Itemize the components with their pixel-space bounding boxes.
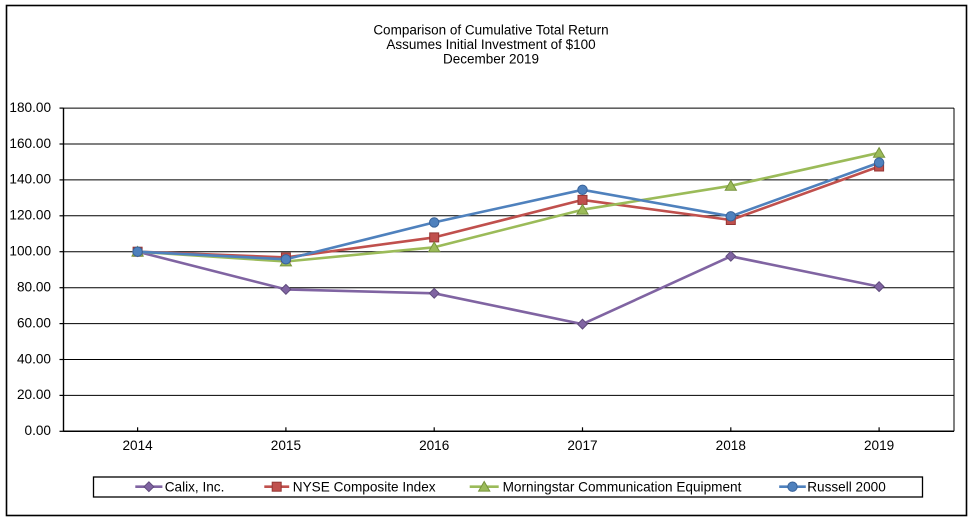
svg-text:Comparison of Cumulative Total: Comparison of Cumulative Total Return [373,23,608,38]
svg-text:160.00: 160.00 [9,136,51,151]
svg-text:Morningstar Communication Equi: Morningstar Communication Equipment [503,479,742,494]
svg-text:80.00: 80.00 [17,280,51,295]
svg-text:Russell 2000: Russell 2000 [807,479,886,494]
svg-text:December 2019: December 2019 [443,52,539,67]
svg-text:0.00: 0.00 [25,423,52,438]
svg-text:100.00: 100.00 [9,244,51,259]
svg-text:120.00: 120.00 [9,208,51,223]
svg-text:2018: 2018 [716,438,746,453]
svg-text:2017: 2017 [567,438,597,453]
svg-text:Assumes Initial Investment of: Assumes Initial Investment of $100 [386,37,595,52]
svg-text:180.00: 180.00 [9,100,51,115]
svg-text:40.00: 40.00 [17,351,51,366]
svg-text:2016: 2016 [419,438,449,453]
svg-text:Calix, Inc.: Calix, Inc. [165,479,225,494]
svg-text:NYSE Composite Index: NYSE Composite Index [293,479,436,494]
svg-text:2014: 2014 [122,438,153,453]
svg-text:60.00: 60.00 [17,315,51,330]
svg-text:20.00: 20.00 [17,387,51,402]
svg-text:2015: 2015 [271,438,301,453]
svg-text:2019: 2019 [864,438,894,453]
svg-text:140.00: 140.00 [9,172,51,187]
